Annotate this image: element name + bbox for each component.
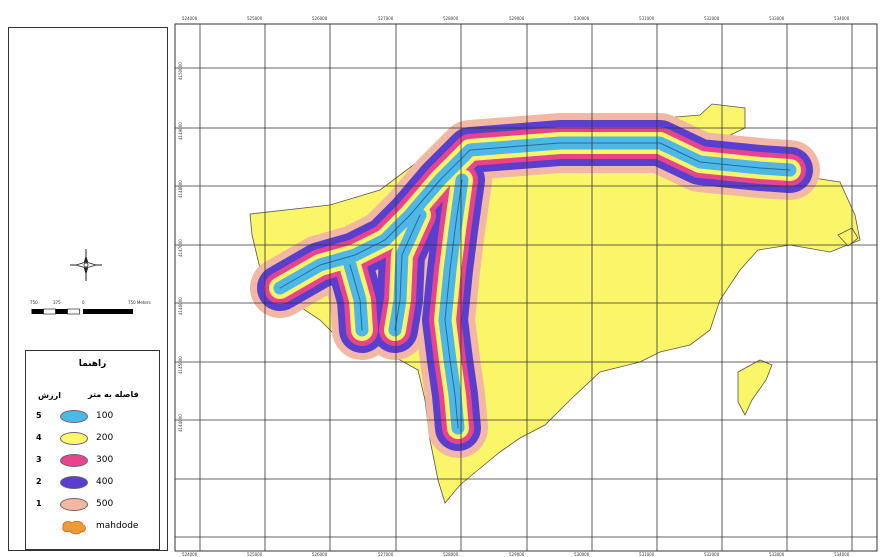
x-tick-label: 528000	[443, 16, 459, 21]
y-tick-label: 4147000	[178, 239, 183, 257]
x-tick-label: 532000	[704, 16, 720, 21]
legend-swatch	[60, 410, 88, 423]
legend-item-label: 300	[96, 455, 114, 465]
legend-item: 2 400	[32, 475, 152, 491]
x-tick-label: 531000	[639, 16, 655, 21]
legend-col-distance: فاصله به متر	[88, 390, 139, 399]
legend-swatch	[60, 476, 88, 489]
legend-item-value: 5	[36, 411, 42, 420]
legend-swatch	[60, 432, 88, 445]
study-area-island	[737, 359, 773, 416]
legend-item: 5 100	[32, 409, 152, 425]
legend-item-value: 3	[36, 455, 42, 464]
legend-item-label: 400	[96, 477, 114, 487]
legend-item-label: 500	[96, 499, 114, 509]
x-tick-label: 530000	[574, 16, 590, 21]
y-tick-label: 4150000	[178, 62, 183, 80]
scale-label: 750	[30, 300, 38, 305]
study-area-small-lobe	[837, 227, 859, 247]
buffer-rings	[250, 113, 820, 458]
x-tick-label: 533000	[769, 16, 785, 21]
graticule	[175, 24, 877, 551]
y-tick-label: 4148000	[178, 180, 183, 198]
scale-label: 750 Meters	[128, 300, 151, 305]
legend-item: 3 300	[32, 453, 152, 469]
x-tick-label: 525000	[247, 16, 263, 21]
x-tick-label-bottom: 529000	[509, 552, 525, 557]
x-tick-label-bottom: 526000	[312, 552, 328, 557]
legend-item-value: 1	[36, 499, 42, 508]
x-tick-label-bottom: 524000	[182, 552, 198, 557]
legend-item: 1 500	[32, 497, 152, 513]
x-tick-label-bottom: 531000	[639, 552, 655, 557]
legend-item-label: 100	[96, 411, 114, 421]
x-tick-label-bottom: 530000	[574, 552, 590, 557]
x-tick-label-bottom: 525000	[247, 552, 263, 557]
legend-swatch-blob	[62, 520, 86, 535]
legend-item-label: mahdode	[96, 521, 139, 531]
x-tick-label-bottom: 534000	[834, 552, 850, 557]
legend-item-label: 200	[96, 433, 114, 443]
legend-item: 4 200	[32, 431, 152, 447]
x-tick-label-bottom: 527000	[378, 552, 394, 557]
x-tick-label-bottom: 528000	[443, 552, 459, 557]
legend-title: راهنما	[78, 359, 107, 369]
legend-item-value: 2	[36, 477, 42, 486]
legend-col-value: ارزش	[38, 391, 61, 400]
legend-item: mahdode	[32, 519, 152, 535]
legend-swatch	[60, 454, 88, 467]
north-arrow-icon	[70, 249, 102, 281]
y-tick-label: 4149000	[178, 122, 183, 140]
scale-label: 0	[82, 300, 85, 305]
y-tick-label: 4145000	[178, 356, 183, 374]
x-tick-label-bottom: 533000	[769, 552, 785, 557]
scale-bar	[31, 308, 133, 315]
x-tick-label: 534000	[834, 16, 850, 21]
scale-label: 375	[53, 300, 61, 305]
legend-item-value: 4	[36, 433, 42, 442]
y-tick-label: 4146000	[178, 297, 183, 315]
x-tick-label: 524000	[182, 16, 198, 21]
y-tick-label: 4144000	[178, 414, 183, 432]
x-tick-label: 526000	[312, 16, 328, 21]
x-tick-label: 529000	[509, 16, 525, 21]
legend: راهنما ارزش فاصله به متر 5 100 4 200 3 3…	[25, 350, 160, 550]
legend-swatch	[60, 498, 88, 511]
x-tick-label: 527000	[378, 16, 394, 21]
x-tick-label-bottom: 532000	[704, 552, 720, 557]
